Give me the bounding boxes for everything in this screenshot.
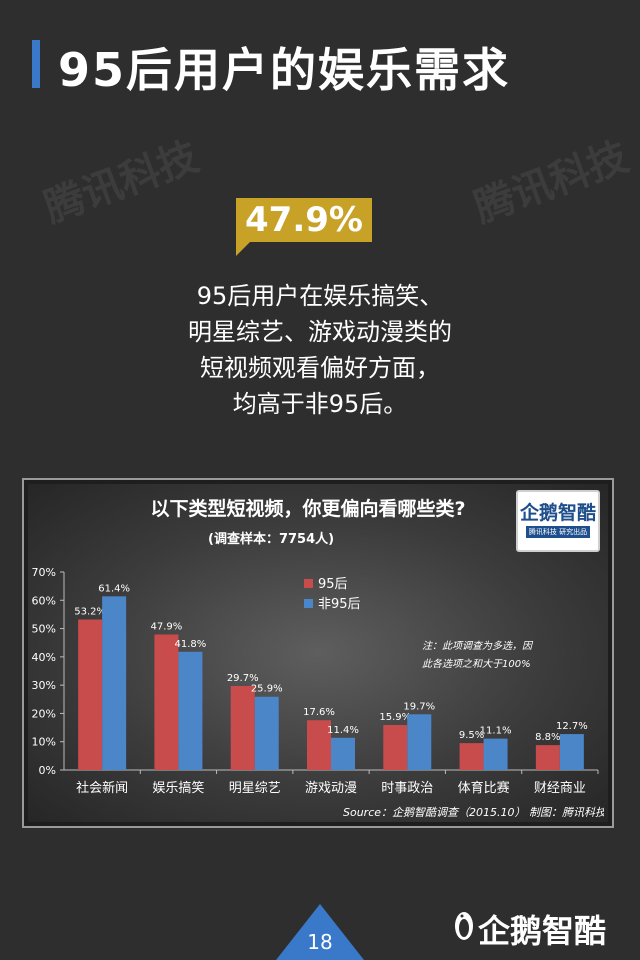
data-label: 29.7%	[227, 673, 259, 684]
watermark: 腾讯科技	[468, 133, 635, 232]
bar	[78, 619, 103, 770]
bar	[483, 738, 508, 770]
chart-frame: 以下类型短视频，你更偏向看哪些类? (调查样本：7754人) 企鹅智酷 腾讯科技…	[22, 478, 614, 828]
bar	[230, 685, 255, 770]
badge-tail	[236, 242, 250, 256]
data-label: 11.4%	[327, 725, 359, 736]
data-label: 9.5%	[459, 730, 484, 741]
data-label: 17.6%	[303, 707, 335, 718]
chart-note: 此各选项之和大于100%	[422, 658, 531, 670]
bar	[383, 725, 408, 770]
bar	[407, 714, 432, 770]
brand-tagline: 腾讯科技 研究出品	[526, 526, 590, 538]
bar	[307, 720, 331, 770]
x-tick-label: 娱乐搞笑	[152, 780, 204, 796]
data-label: 53.2%	[74, 607, 106, 618]
data-label: 19.7%	[403, 701, 435, 712]
x-tick-label: 明星综艺	[229, 781, 281, 796]
legend-label: 95后	[318, 577, 348, 592]
x-tick-label: 时事政治	[381, 781, 433, 796]
summary-line: 95后用户在娱乐搞笑、	[196, 282, 444, 310]
legend-swatch	[304, 599, 313, 608]
watermark: 腾讯科技	[38, 133, 205, 232]
highlight-value-badge: 47.9%	[236, 198, 372, 242]
bar	[535, 745, 560, 770]
data-label: 11.1%	[480, 726, 512, 737]
chart-note: 注：此项调查为多选，因	[422, 640, 534, 652]
page-number-triangle	[276, 904, 364, 960]
title-accent-bar	[32, 40, 40, 88]
penguin-icon	[455, 912, 473, 940]
footer-brand-logo: 企鹅智酷	[478, 912, 607, 950]
summary-text: 95后用户在娱乐搞笑、 明星综艺、游戏动漫类的 短视频观看偏好方面， 均高于非9…	[0, 278, 640, 422]
bar	[331, 737, 355, 770]
bar-chart: 0% 10% 20% 30% 40% 50% 60% 70% 社会新闻 53.2% 61.4% 娱乐搞…	[32, 566, 604, 818]
data-label: 15.9%	[379, 712, 411, 723]
y-tick-label: 20%	[32, 707, 56, 720]
data-label: 61.4%	[98, 583, 130, 594]
bar	[178, 651, 203, 770]
x-tick-label: 体育比赛	[458, 780, 510, 796]
bar	[459, 743, 484, 770]
bar	[254, 696, 279, 770]
bar	[102, 596, 127, 770]
x-tick-label: 游戏动漫	[305, 781, 357, 796]
data-label: 25.9%	[251, 684, 283, 695]
data-label: 47.9%	[151, 622, 183, 633]
x-tick-label: 财经商业	[534, 781, 586, 796]
legend-label: 非95后	[318, 597, 361, 612]
chart-subtitle: (调查样本：7754人)	[208, 532, 335, 547]
y-tick-label: 40%	[32, 651, 56, 664]
summary-line: 短视频观看偏好方面，	[200, 354, 440, 382]
chart-source: Source：企鹅智酷调查（2015.10） 制图：腾讯科技	[343, 806, 604, 818]
bar	[559, 734, 584, 770]
data-label: 41.8%	[175, 639, 207, 650]
chart-title: 以下类型短视频，你更偏向看哪些类?	[150, 498, 466, 520]
y-tick-label: 70%	[32, 566, 56, 579]
x-tick-label: 社会新闻	[76, 780, 128, 796]
y-tick-label: 10%	[32, 736, 56, 749]
legend-swatch	[304, 579, 313, 588]
chart-panel: 以下类型短视频，你更偏向看哪些类? (调查样本：7754人) 企鹅智酷 腾讯科技…	[28, 484, 608, 822]
y-tick-label: 50%	[32, 623, 56, 636]
y-tick-label: 0%	[39, 764, 56, 777]
brand-logo-badge: 企鹅智酷 腾讯科技 研究出品	[516, 490, 600, 552]
page-number: 18	[307, 930, 333, 954]
y-tick-label: 60%	[32, 594, 56, 607]
y-tick-label: 30%	[32, 679, 56, 692]
summary-line: 均高于非95后。	[232, 390, 408, 418]
page-title: 95后用户的娱乐需求	[58, 43, 511, 97]
data-label: 8.8%	[535, 732, 560, 743]
bar	[154, 634, 179, 770]
brand-logo-text: 企鹅智酷	[519, 502, 596, 524]
data-label: 12.7%	[556, 721, 588, 732]
summary-line: 明星综艺、游戏动漫类的	[188, 318, 452, 346]
